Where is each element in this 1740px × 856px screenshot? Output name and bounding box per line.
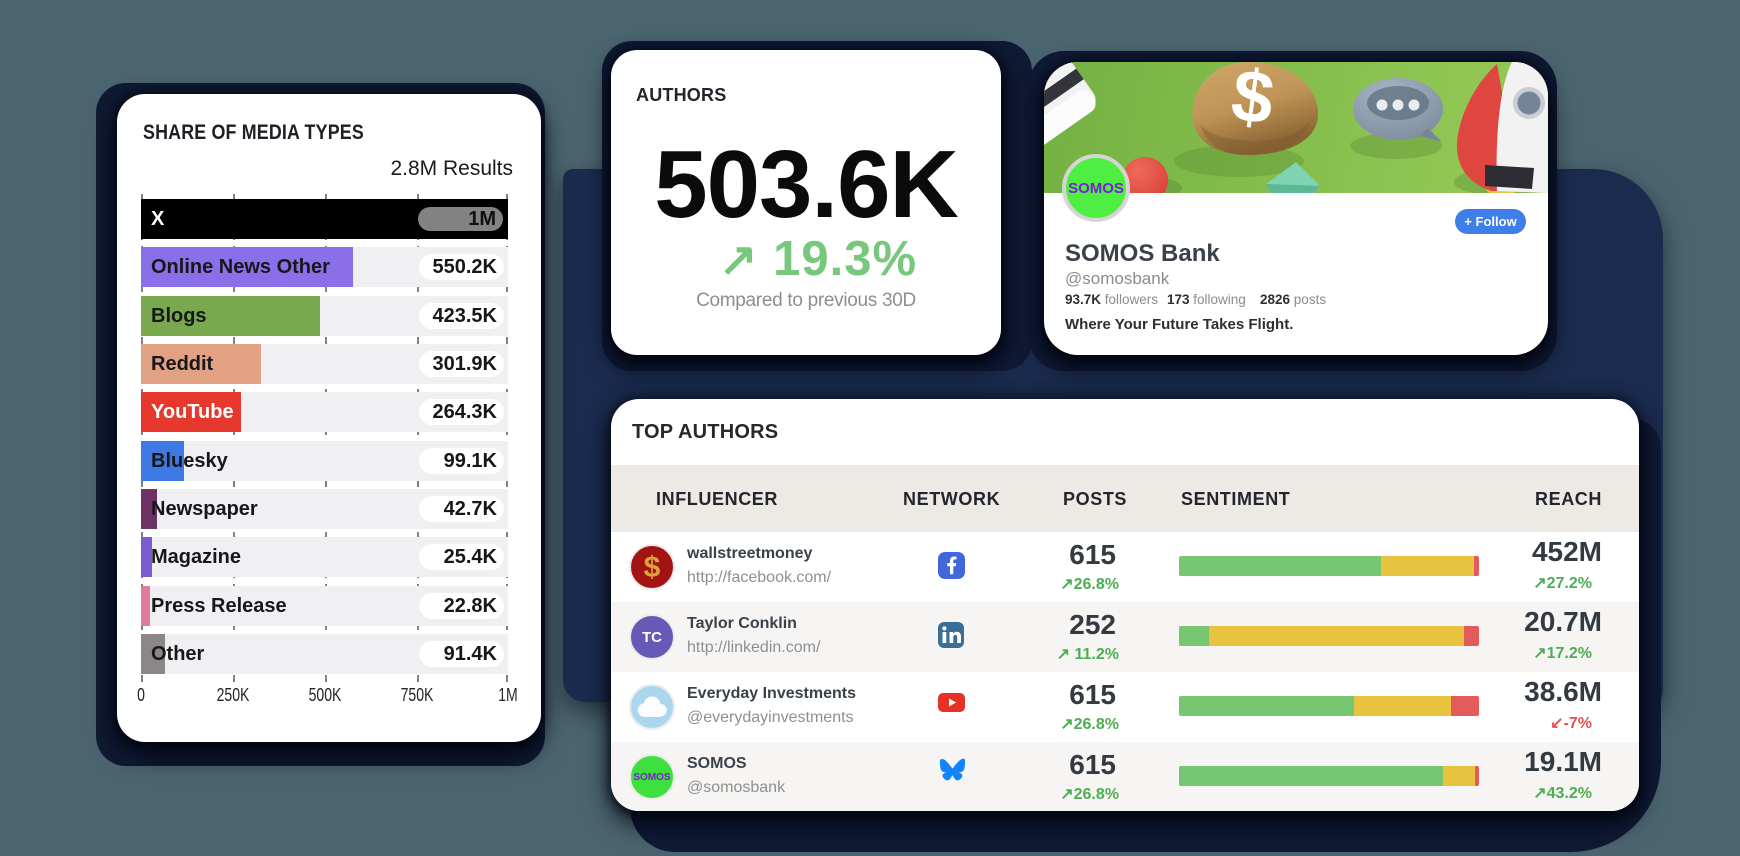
- svg-text:$: $: [644, 551, 661, 584]
